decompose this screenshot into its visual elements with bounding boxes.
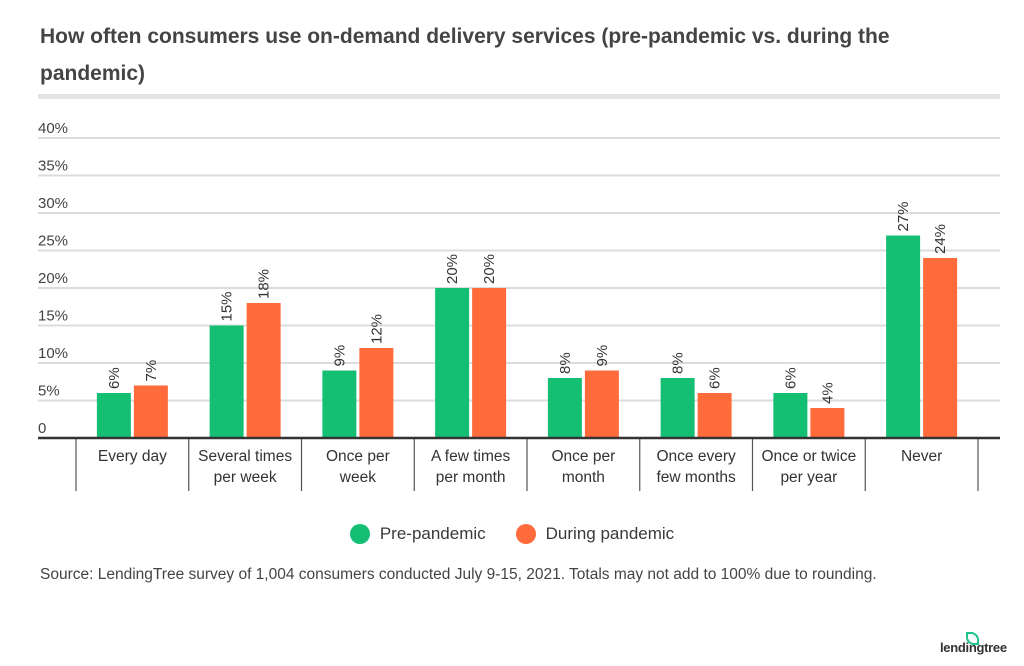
- x-tick-label: Once or twice: [761, 448, 856, 465]
- bar-during-pandemic: [133, 385, 168, 438]
- data-label: 20%: [444, 254, 461, 284]
- data-label: 8%: [670, 352, 687, 374]
- bar-during-pandemic: [359, 348, 394, 438]
- x-tick-label: few months: [656, 469, 736, 486]
- title-divider: [38, 94, 1000, 99]
- y-tick-label: 20%: [38, 270, 68, 287]
- y-tick-label: 25%: [38, 233, 68, 250]
- bar-pre-pandemic: [886, 235, 921, 438]
- y-tick-label: 0: [38, 420, 46, 437]
- x-tick-label: per month: [436, 469, 506, 486]
- chart-title: How often consumers use on-demand delive…: [40, 25, 890, 85]
- x-tick-label: Once per: [551, 448, 615, 465]
- y-tick-label: 30%: [38, 195, 68, 212]
- bar-during-pandemic: [584, 370, 619, 438]
- x-tick-label: Every day: [98, 448, 167, 465]
- legend-swatch: [515, 524, 536, 544]
- x-tick-label: month: [562, 469, 605, 486]
- data-label: 9%: [594, 345, 611, 367]
- data-label: 18%: [256, 269, 273, 299]
- bar-during-pandemic: [472, 288, 507, 438]
- data-label: 6%: [707, 367, 724, 389]
- data-label: 20%: [481, 254, 498, 284]
- data-label: 9%: [331, 345, 348, 367]
- leaf-icon: [966, 632, 979, 645]
- y-tick-label: 40%: [38, 120, 68, 137]
- bar-during-pandemic: [697, 393, 732, 438]
- data-label: 24%: [932, 224, 949, 254]
- bar-pre-pandemic: [322, 370, 357, 438]
- bar-pre-pandemic: [773, 393, 808, 438]
- bar-pre-pandemic: [209, 325, 244, 438]
- x-tick-label: Once per: [326, 448, 390, 465]
- x-tick-label: per week: [214, 469, 277, 486]
- bar-during-pandemic: [246, 303, 281, 438]
- x-tick-label: Several times: [198, 448, 292, 465]
- x-tick-label: Once every: [656, 448, 736, 465]
- x-tick-label: per year: [780, 469, 837, 486]
- lendingtree-logo: lendingtree: [940, 640, 1007, 655]
- data-label: 15%: [219, 291, 236, 321]
- bar-pre-pandemic: [435, 288, 470, 438]
- data-label: 4%: [819, 382, 836, 404]
- legend-swatch: [349, 524, 370, 544]
- y-tick-label: 5%: [38, 383, 60, 400]
- x-tick-label: A few times: [431, 448, 510, 465]
- y-tick-label: 35%: [38, 158, 68, 175]
- legend-item-pre-pandemic: Pre-pandemic: [349, 524, 486, 544]
- legend-label: Pre-pandemic: [379, 524, 486, 543]
- y-tick-label: 10%: [38, 345, 68, 362]
- data-label: 12%: [368, 314, 385, 344]
- legend: Pre-pandemic During pandemic: [0, 524, 1024, 544]
- data-label: 6%: [106, 367, 123, 389]
- y-tick-label: 15%: [38, 308, 68, 325]
- bar-pre-pandemic: [96, 393, 131, 438]
- data-label: 8%: [557, 352, 574, 374]
- x-tick-label: Never: [901, 448, 942, 465]
- bar-pre-pandemic: [660, 378, 695, 438]
- data-label: 6%: [782, 367, 799, 389]
- data-label: 7%: [143, 360, 160, 382]
- bar-during-pandemic: [810, 408, 845, 438]
- data-label: 27%: [895, 201, 912, 231]
- source-note: Source: LendingTree survey of 1,004 cons…: [40, 566, 877, 583]
- x-tick-label: week: [339, 469, 376, 486]
- legend-label: During pandemic: [545, 524, 675, 543]
- legend-item-during-pandemic: During pandemic: [515, 524, 675, 544]
- bar-pre-pandemic: [547, 378, 582, 438]
- bar-during-pandemic: [923, 258, 958, 438]
